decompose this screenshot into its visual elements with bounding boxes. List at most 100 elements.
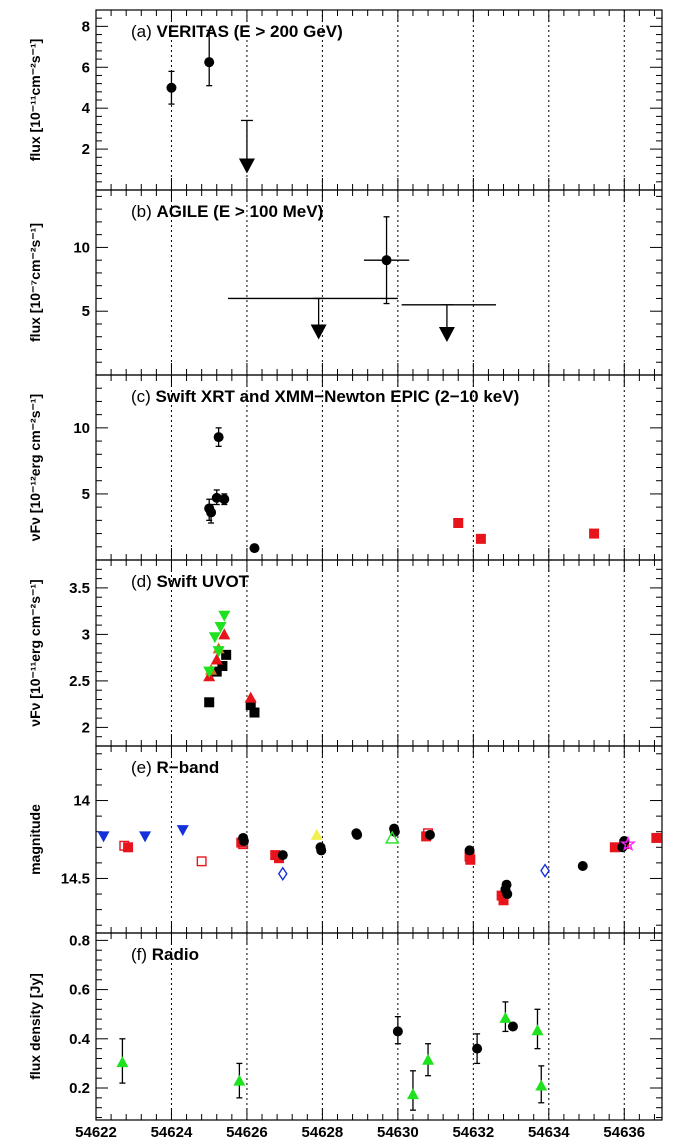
data-point — [213, 432, 224, 443]
y-axis-label: flux density [Jy] — [27, 973, 43, 1080]
data-point — [475, 533, 486, 544]
data-point — [244, 691, 257, 703]
y-tick-label: 5 — [82, 303, 90, 320]
panel-frame — [95, 932, 663, 1121]
y-axis-label: νFν [10⁻¹¹erg cm⁻²s⁻¹] — [27, 579, 43, 726]
data-point — [123, 842, 134, 853]
data-point — [531, 1024, 544, 1036]
y-tick-label: 5 — [82, 486, 90, 503]
panel-f: 0.2 0.4 0.6 0.8 (f) Radio flux density [Jy] — [27, 932, 663, 1121]
data-point — [651, 832, 662, 843]
panel-c: 5 10 (c) Swift XRT and XMM−Newton EPIC (2−… — [27, 374, 663, 561]
data-point — [176, 825, 189, 837]
data-point — [619, 835, 637, 852]
data-point — [617, 842, 628, 853]
upper-limit-arrow — [238, 158, 255, 174]
panel-title: (d) Swift UVOT — [131, 572, 250, 591]
data-point — [424, 829, 435, 840]
series-upper-limit — [228, 297, 496, 342]
data-point — [277, 850, 288, 861]
data-point — [499, 1011, 512, 1023]
data-point — [498, 895, 509, 906]
data-point — [196, 856, 207, 867]
series-circle — [166, 29, 215, 105]
panel-title: (f) Radio — [131, 945, 199, 964]
data-point — [464, 845, 475, 856]
series-triangle-down — [97, 825, 189, 843]
series-open-triangle-up — [385, 830, 400, 844]
y-tick-label: 0.2 — [69, 1080, 90, 1097]
data-point — [249, 543, 260, 554]
panel-e: 14 14.5 (e) R−band magnitude — [27, 745, 663, 934]
series-circle — [392, 1016, 518, 1065]
data-point — [389, 826, 400, 837]
data-point — [206, 507, 217, 518]
y-tick-label: 3 — [82, 626, 90, 643]
data-point — [218, 628, 231, 640]
x-tick-label: 54624 — [151, 1124, 193, 1141]
y-tick-label: 10 — [73, 239, 90, 256]
y-tick-label: 14 — [73, 793, 90, 810]
series-triangle-up — [310, 828, 323, 840]
x-tick-label: 54634 — [528, 1124, 570, 1141]
data-point — [277, 866, 288, 882]
data-point — [116, 1056, 129, 1068]
data-point — [218, 610, 231, 622]
y-tick-label: 2 — [82, 141, 90, 158]
series-square — [453, 518, 600, 544]
data-point — [233, 1074, 246, 1086]
panel-b: 5 10 (b) AGILE (E > 100 MeV) flux [10⁻⁷cm⁻²… — [27, 189, 663, 376]
data-point — [502, 889, 513, 900]
series-upper-limit — [238, 119, 255, 174]
data-point — [204, 57, 215, 68]
data-point — [609, 842, 620, 853]
data-point — [535, 1079, 548, 1091]
data-point — [211, 492, 222, 503]
data-point — [208, 632, 221, 644]
series-circle — [204, 427, 260, 554]
y-tick-label: 6 — [82, 59, 90, 76]
x-tick-label: 54636 — [603, 1124, 645, 1141]
y-tick-label: 14.5 — [61, 870, 90, 887]
y-axis-label: flux [10⁻⁷cm⁻²s⁻¹] — [27, 223, 43, 342]
y-tick-label: 0.6 — [69, 982, 90, 999]
x-axis-label: MJD — [363, 1139, 395, 1142]
y-axis-label: νFν [10⁻¹²erg cm⁻²s⁻¹] — [27, 394, 43, 541]
data-point — [472, 1043, 483, 1054]
upper-limit-arrow — [310, 324, 327, 340]
data-point — [422, 1053, 435, 1065]
data-point — [214, 621, 227, 633]
y-tick-label: 10 — [73, 420, 90, 437]
data-point — [249, 707, 260, 718]
panel-d: 2 2.5 3 3.5 (d) Swift UVOT νFν [10⁻¹¹erg cm⁻²… — [27, 559, 663, 747]
data-point — [219, 494, 230, 505]
x-tick-label: 54630 — [377, 1124, 419, 1141]
data-point — [507, 1021, 518, 1032]
data-point — [212, 646, 225, 658]
data-point — [211, 666, 222, 677]
data-point — [453, 518, 464, 528]
data-point — [540, 863, 550, 878]
y-tick-label: 3.5 — [69, 580, 90, 597]
series-circle — [238, 823, 630, 900]
data-point — [316, 845, 327, 856]
data-point — [381, 255, 392, 266]
y-tick-label: 2 — [82, 719, 90, 736]
data-point — [238, 836, 249, 847]
panel-title: (b) AGILE (E > 100 MeV) — [131, 202, 323, 221]
panel-title: (c) Swift XRT and XMM−Newton EPIC (2−10 … — [131, 387, 519, 406]
data-point — [589, 528, 600, 539]
data-point — [352, 829, 363, 840]
x-tick-label: 54632 — [452, 1124, 494, 1141]
series-square — [204, 649, 260, 718]
data-point — [406, 1088, 419, 1100]
data-point — [203, 666, 216, 678]
series-triangle-up — [116, 1001, 548, 1111]
y-tick-label: 0.8 — [69, 932, 90, 949]
data-point — [465, 854, 476, 865]
x-tick-label: 54628 — [302, 1124, 344, 1141]
x-tick-label: 54622 — [75, 1124, 117, 1141]
data-point — [392, 1026, 403, 1037]
data-point — [385, 830, 400, 844]
